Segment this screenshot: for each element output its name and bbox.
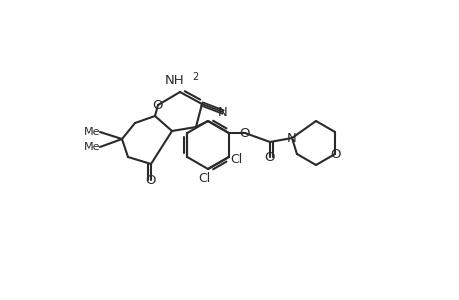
Text: Cl: Cl <box>230 152 242 166</box>
Text: 2: 2 <box>191 72 198 82</box>
Text: N: N <box>218 106 227 118</box>
Text: N: N <box>286 131 296 145</box>
Text: NH: NH <box>164 74 184 86</box>
Text: O: O <box>264 151 274 164</box>
Text: O: O <box>146 173 156 187</box>
Text: O: O <box>239 127 250 140</box>
Text: Me: Me <box>84 127 100 137</box>
Text: O: O <box>329 148 340 160</box>
Text: O: O <box>152 98 163 112</box>
Text: Me: Me <box>84 142 100 152</box>
Text: Cl: Cl <box>197 172 210 185</box>
